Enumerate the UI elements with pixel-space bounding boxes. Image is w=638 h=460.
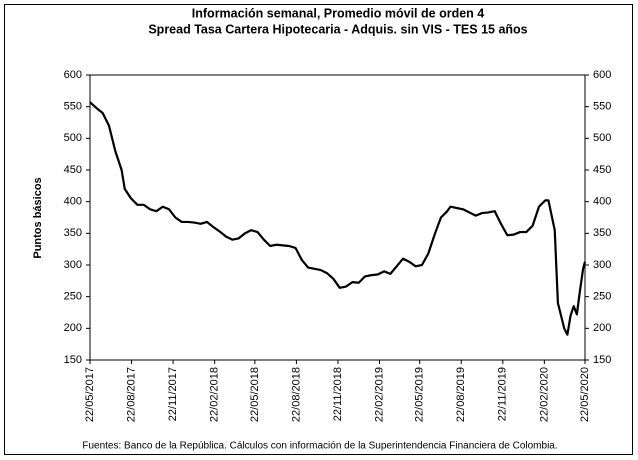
x-tick-label: 22/08/2017 [125, 367, 137, 422]
x-tick-label: 22/11/2019 [497, 367, 509, 421]
x-tick-label: 22/02/2019 [373, 367, 385, 422]
x-tick-label: 22/05/2019 [414, 367, 426, 422]
y2-tick-label: 250 [593, 291, 611, 303]
y-tick-label: 300 [64, 259, 82, 271]
y2-tick-label: 450 [593, 164, 611, 176]
y2-tick-label: 400 [593, 196, 611, 208]
x-tick-label: 22/08/2019 [455, 367, 467, 422]
x-tick-label: 22/05/2020 [579, 367, 591, 422]
y-tick-label: 400 [64, 196, 82, 208]
x-tick-label: 22/11/2018 [332, 367, 344, 421]
y-tick-label: 350 [64, 227, 82, 239]
x-tick-label: 22/05/2017 [84, 367, 96, 422]
y-tick-label: 450 [64, 164, 82, 176]
data-line [89, 101, 587, 336]
x-tick-label: 22/11/2017 [167, 367, 179, 421]
y-tick-label: 500 [64, 132, 82, 144]
y2-tick-label: 500 [593, 132, 611, 144]
y2-tick-label: 300 [593, 259, 611, 271]
y-axis-label: Puntos básicos [32, 177, 44, 258]
x-tick-label: 22/08/2018 [290, 367, 302, 422]
x-tick-label: 22/02/2020 [538, 367, 550, 422]
x-tick-label: 22/05/2018 [249, 367, 261, 422]
y-tick-label: 550 [64, 101, 82, 113]
footnote: Fuentes: Banco de la República. Cálculos… [82, 441, 557, 452]
y-tick-label: 250 [64, 291, 82, 303]
y2-tick-label: 550 [593, 101, 611, 113]
y-tick-label: 150 [64, 354, 82, 366]
y-tick-label: 200 [64, 322, 82, 334]
x-tick-label: 22/02/2018 [209, 367, 221, 422]
y2-tick-label: 600 [593, 69, 611, 81]
y2-tick-label: 200 [593, 322, 611, 334]
y-tick-label: 600 [64, 69, 82, 81]
y2-tick-label: 350 [593, 227, 611, 239]
y2-tick-label: 150 [593, 354, 611, 366]
chart-subtitle: Spread Tasa Cartera Hipotecaria - Adquis… [148, 22, 527, 36]
chart-title: Información semanal, Promedio móvil de o… [192, 6, 484, 20]
